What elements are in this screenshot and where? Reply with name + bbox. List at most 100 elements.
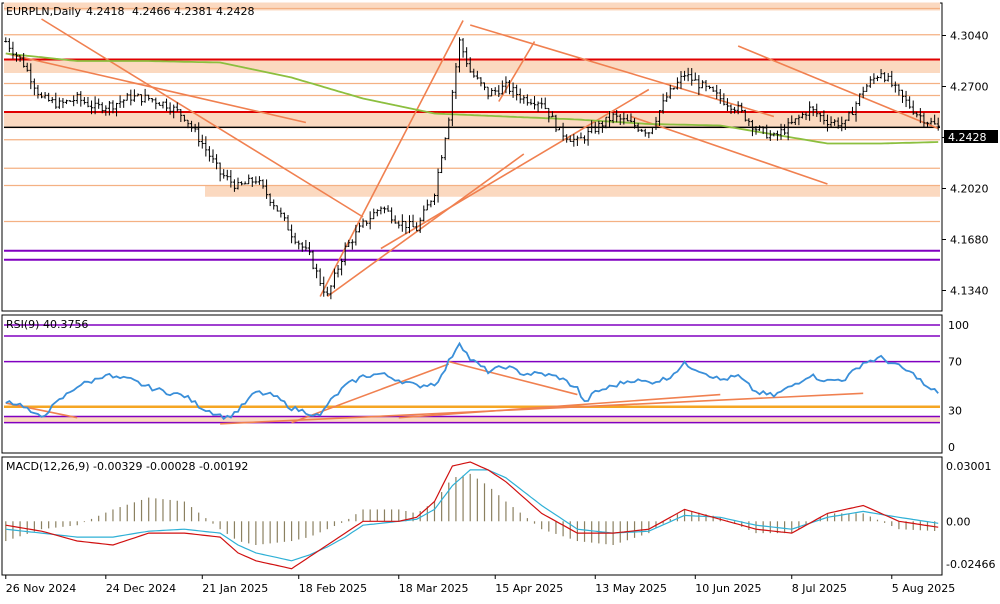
trend-line <box>380 88 650 250</box>
price-tick-label: 4.1340 <box>950 285 989 298</box>
ohlc-bar <box>672 87 676 90</box>
rsi-zone <box>4 416 940 423</box>
ohlc-bar <box>425 199 429 211</box>
ohlc-bar <box>386 205 390 212</box>
ohlc-bar <box>461 38 465 58</box>
ohlc-bar <box>840 116 844 132</box>
ohlc-bar <box>182 114 186 122</box>
trend-line <box>319 20 464 297</box>
price-zone <box>4 2 940 11</box>
ohlc-bar <box>279 207 283 218</box>
ohlc-bar <box>161 101 165 109</box>
ohlc-bar <box>897 84 901 96</box>
ohlc-bar <box>272 199 276 210</box>
ohlc-bar <box>575 135 579 146</box>
ohlc-bar <box>786 118 790 141</box>
ohlc-bar <box>768 130 772 142</box>
ohlc-bar <box>147 94 151 101</box>
ohlc-bar <box>886 73 890 82</box>
ohlc-bar <box>608 111 612 128</box>
macd-panel[interactable] <box>1 456 943 576</box>
ohlc-bar <box>157 102 161 106</box>
macd-label: MACD(12,26,9) -0.00329 -0.00028 -0.00192 <box>6 460 248 473</box>
ohlc-bar <box>511 82 515 98</box>
ohlc-bar <box>222 169 226 179</box>
ohlc-bar <box>529 98 533 106</box>
ohlc-bar <box>815 103 819 117</box>
ohlc-bar <box>400 214 404 232</box>
ohlc-bar <box>300 242 304 252</box>
ohlc-bar <box>247 174 251 185</box>
ohlc-bar <box>561 122 565 141</box>
ohlc-bar <box>733 106 737 114</box>
ohlc-bar <box>440 155 444 174</box>
ohlc-bar <box>154 97 158 110</box>
ohlc-bar <box>915 111 919 118</box>
time-tick-label: 21 Jan 2025 <box>202 582 268 595</box>
ohlc-bar <box>275 205 279 212</box>
ohlc-bar <box>343 242 347 266</box>
ohlc-bar <box>240 181 244 186</box>
ohlc-bar <box>904 90 908 108</box>
macd-signal-line <box>5 469 939 562</box>
ohlc-bar <box>450 89 454 127</box>
ohlc-bar <box>572 134 576 147</box>
macd-tick-label: 0.00 <box>946 515 971 528</box>
ohlc-bar <box>522 95 526 104</box>
ohlc-bar <box>379 206 383 215</box>
ohlc-bar <box>715 84 719 100</box>
ohlc-bar <box>211 149 215 164</box>
ohlc-bar <box>429 200 433 208</box>
trend-line <box>469 24 775 118</box>
macd-lines <box>5 461 939 570</box>
ohlc-bar <box>679 71 683 89</box>
rsi-levels <box>4 324 940 424</box>
ohlc-bar <box>32 78 36 96</box>
ohlc-bar <box>68 100 72 102</box>
time-tick-label: 10 Jun 2025 <box>695 582 761 595</box>
rsi-panel[interactable] <box>1 314 943 454</box>
ohlc-bar <box>18 55 22 62</box>
ohlc-bar <box>643 128 647 137</box>
ohlc-bar <box>554 114 558 133</box>
ohlc-bar <box>143 88 147 103</box>
ohlc-bar <box>765 124 769 139</box>
ohlc-bar <box>122 99 126 108</box>
ohlc-bar <box>340 258 344 276</box>
ohlc-bar <box>936 117 940 131</box>
ohlc-bar <box>7 38 11 53</box>
time-tick-label: 15 Apr 2025 <box>495 582 563 595</box>
ohlc-bar <box>290 224 294 244</box>
ohlc-bar <box>368 211 372 230</box>
ohlc-bar <box>447 117 451 140</box>
ohlc-bar <box>411 214 415 228</box>
ohlc-bar <box>454 62 458 99</box>
price-tick-label: 4.1680 <box>950 234 989 247</box>
ohlc-bar <box>443 137 447 161</box>
ohlc-bar <box>533 96 537 110</box>
price-panel[interactable] <box>1 2 943 312</box>
ohlc-bar <box>115 102 119 117</box>
ohlc-high: 4.2466 <box>132 5 171 18</box>
ohlc-bar <box>861 86 865 99</box>
ohlc-bar <box>218 162 222 182</box>
trend-line <box>498 41 536 102</box>
ohlc-bar <box>332 268 336 289</box>
ohlc-bar <box>175 102 179 112</box>
rsi-tick-label: 70 <box>948 356 962 369</box>
ohlc-bar <box>675 77 679 90</box>
price-zones <box>4 2 940 197</box>
ohlc-bar <box>304 239 308 251</box>
ohlc-low: 4.2381 <box>174 5 213 18</box>
ohlc-bar <box>382 206 386 214</box>
ohlc-bar <box>90 100 94 115</box>
ohlc-bar <box>929 117 933 125</box>
ohlc-bar <box>729 104 733 114</box>
ohlc-bar <box>850 106 854 116</box>
ohlc-bar <box>375 209 379 217</box>
time-tick-label: 13 May 2025 <box>595 582 667 595</box>
trend-line <box>737 45 939 130</box>
ohlc-bar <box>65 99 69 105</box>
